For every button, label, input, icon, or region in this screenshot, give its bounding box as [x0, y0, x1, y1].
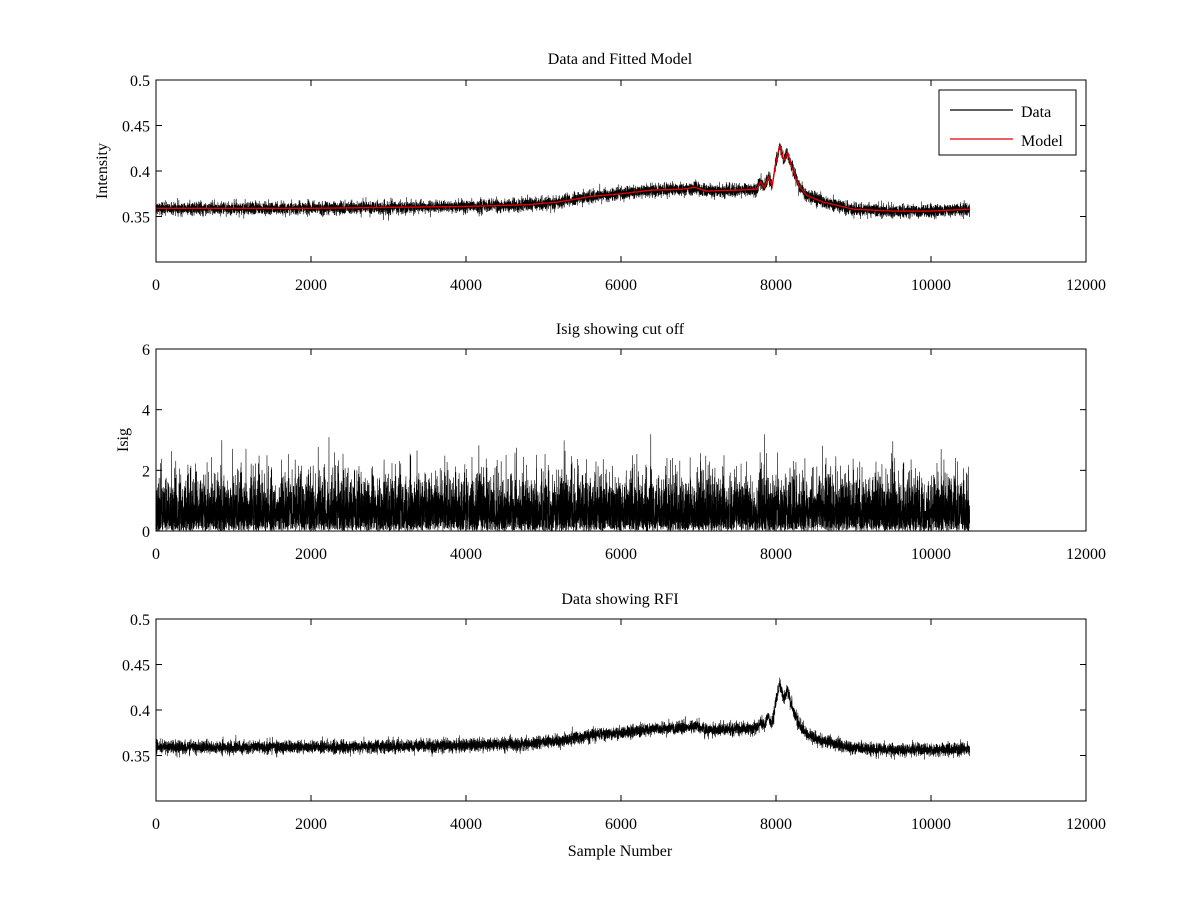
y-tick-label: 4	[142, 403, 150, 420]
panel-isig-showing-cut-off: Isig showing cut off Isig 0 2000 4000 6000 8…	[115, 321, 1106, 563]
x-tick-label: 0	[152, 816, 160, 833]
panel-2-ylabel: Isig	[115, 428, 132, 452]
series-data-line	[155, 142, 970, 221]
x-tick-label: 6000	[605, 546, 637, 563]
y-tick-label: 2	[142, 463, 150, 480]
legend-label-data: Data	[1021, 104, 1051, 121]
x-tick-label: 10000	[911, 277, 951, 294]
x-tick-label: 2000	[295, 546, 327, 563]
x-tick-label: 0	[152, 277, 160, 294]
x-tick-label: 2000	[295, 816, 327, 833]
x-tick-label: 12000	[1066, 277, 1106, 294]
panel-data-showing-rfi: Data showing RFI Sample Number 0 2000 4000…	[122, 591, 1106, 860]
x-tick-label: 6000	[605, 816, 637, 833]
y-tick-label: 0.35	[122, 749, 150, 766]
x-tick-label: 10000	[911, 816, 951, 833]
y-tick-label: 6	[142, 342, 150, 359]
x-tick-label: 4000	[450, 816, 482, 833]
x-tick-label: 12000	[1066, 816, 1106, 833]
panel-3-title: Data showing RFI	[561, 591, 678, 608]
panel-3-xlabel: Sample Number	[568, 843, 673, 860]
y-tick-label: 0.4	[130, 703, 150, 720]
y-tick-label: 0.45	[122, 119, 150, 136]
y-tick-label: 0.5	[130, 73, 150, 90]
legend-label-model: Model	[1021, 133, 1063, 150]
x-tick-label: 0	[152, 546, 160, 563]
y-tick-label: 0.5	[130, 612, 150, 629]
panel-1-title: Data and Fitted Model	[548, 51, 693, 68]
series-data-line	[155, 677, 970, 760]
y-tick-label: 0.4	[130, 164, 150, 181]
x-tick-label: 4000	[450, 277, 482, 294]
x-tick-label: 12000	[1066, 546, 1106, 563]
y-tick-label: 0.45	[122, 658, 150, 675]
x-tick-label: 8000	[760, 546, 792, 563]
series-model-line	[156, 145, 970, 212]
series-isig-line	[155, 434, 970, 532]
x-tick-label: 8000	[760, 816, 792, 833]
panel-2-title: Isig showing cut off	[556, 321, 685, 338]
x-tick-label: 8000	[760, 277, 792, 294]
panel-1-ylabel: Intensity	[94, 143, 111, 199]
panel-data-and-fitted-model: Data and Fitted Model Intensity 0 2000 400…	[94, 51, 1106, 294]
x-tick-label: 4000	[450, 546, 482, 563]
legend: Data Model	[938, 89, 1077, 156]
x-tick-label: 10000	[911, 546, 951, 563]
x-tick-label: 6000	[605, 277, 637, 294]
y-tick-label: 0	[142, 524, 150, 541]
y-tick-label: 0.35	[122, 210, 150, 227]
legend-box	[938, 89, 1077, 156]
x-tick-label: 2000	[295, 277, 327, 294]
